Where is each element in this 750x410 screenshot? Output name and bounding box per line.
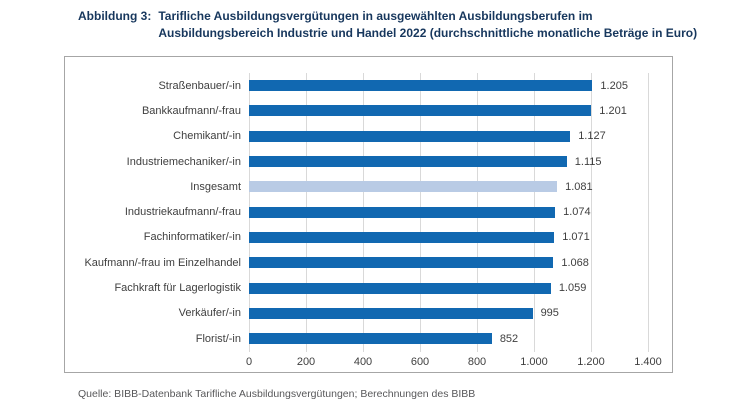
category-label: Kaufmann/-frau im Einzelhandel [84,256,241,269]
bar-area: 1.059 [249,275,672,300]
chart-row: Bankkaufmann/-frau 1.201 [65,98,672,123]
source-note: Quelle: BIBB-Datenbank Tarifliche Ausbil… [78,388,476,400]
category-label: Insgesamt [190,180,241,193]
bar-area: 1.071 [249,225,672,250]
value-label: 1.068 [561,256,589,269]
bar-area: 1.205 [249,73,672,98]
bar-area: 1.068 [249,250,672,275]
bar [249,105,592,117]
chart-row: Fachinformatiker/-in 1.071 [65,225,672,250]
x-tick-label: 1.000 [520,356,548,368]
chart-row: Fachkraft für Lagerlogistik 1.059 [65,275,672,300]
category-label: Chemikant/-in [173,130,241,143]
x-axis: 0 200 400 600 800 1.000 1.200 1.400 [245,356,662,371]
bar [249,130,571,142]
category-label: Fachinformatiker/-in [143,231,241,244]
chart-row: Florist/-in 852 [65,326,672,351]
value-label: 1.205 [600,79,628,92]
value-label: 1.201 [599,104,627,117]
bar [249,80,593,92]
value-label: 1.127 [578,130,606,143]
bar [249,282,551,294]
chart-row: Insgesamt 1.081 [65,174,672,199]
bar-area: 1.201 [249,98,672,123]
gridline [648,73,649,352]
bar [249,231,555,243]
bar [249,333,492,345]
chart-row: Chemikant/-in 1.127 [65,124,672,149]
bar-area: 1.115 [249,149,672,174]
x-tick-label: 600 [410,356,430,368]
value-label: 1.071 [562,231,590,244]
x-tick-label: 0 [245,356,253,368]
x-tick-label: 800 [467,356,487,368]
figure-title-line1: Tarifliche Ausbildungsvergütungen in aus… [158,9,593,23]
bar [249,307,533,319]
x-tick-label: 400 [353,356,373,368]
value-label: 995 [540,307,559,320]
value-label: 852 [499,332,519,345]
bar-highlight [249,181,558,193]
category-label: Verkäufer/-in [178,307,241,320]
x-tick-label: 200 [296,356,316,368]
category-label: Fachkraft für Lagerlogistik [114,282,241,295]
chart-row: Straßenbauer/-in 1.205 [65,73,672,98]
figure-number: Abbildung 3: [78,9,152,23]
bar [249,257,554,269]
value-label: 1.115 [574,155,602,168]
category-label: Straßenbauer/-in [158,79,241,92]
bar-area: 995 [249,301,672,326]
value-label: 1.081 [565,180,593,193]
value-label: 1.059 [558,282,587,295]
value-label: 1.074 [563,206,591,219]
gridline [591,73,592,352]
chart-row: Industriemechaniker/-in 1.115 [65,149,672,174]
bar [249,206,556,218]
bar-rows: Straßenbauer/-in 1.205 Bankkaufmann/-frau 1… [65,73,672,351]
bar-area: 852 [249,326,672,351]
bar-area: 1.081 [249,174,672,199]
chart-row: Kaufmann/-frau im Einzelhandel 1.068 [65,250,672,275]
bar-area: 1.127 [249,124,672,149]
x-tick-label: 1.400 [634,356,662,368]
figure-title-line2: Ausbildungsbereich Industrie und Handel … [158,25,698,40]
figure-title-text: Tarifliche Ausbildungsvergütungen in aus… [158,8,697,41]
category-label: Industriekaufmann/-frau [124,206,241,219]
chart-row: Industriekaufmann/-frau 1.074 [65,199,672,224]
chart-row: Verkäufer/-in 995 [65,301,672,326]
category-label: Florist/-in [195,332,241,345]
chart-frame: Straßenbauer/-in 1.205 Bankkaufmann/-frau 1… [64,56,673,373]
bar [249,156,567,168]
figure-title: Abbildung 3: Tarifliche Ausbildungsvergü… [78,8,697,41]
category-label: Bankkaufmann/-frau [141,104,241,117]
x-tick-label: 1.200 [577,356,605,368]
bar-area: 1.074 [249,199,672,224]
category-label: Industriemechaniker/-in [126,155,241,168]
